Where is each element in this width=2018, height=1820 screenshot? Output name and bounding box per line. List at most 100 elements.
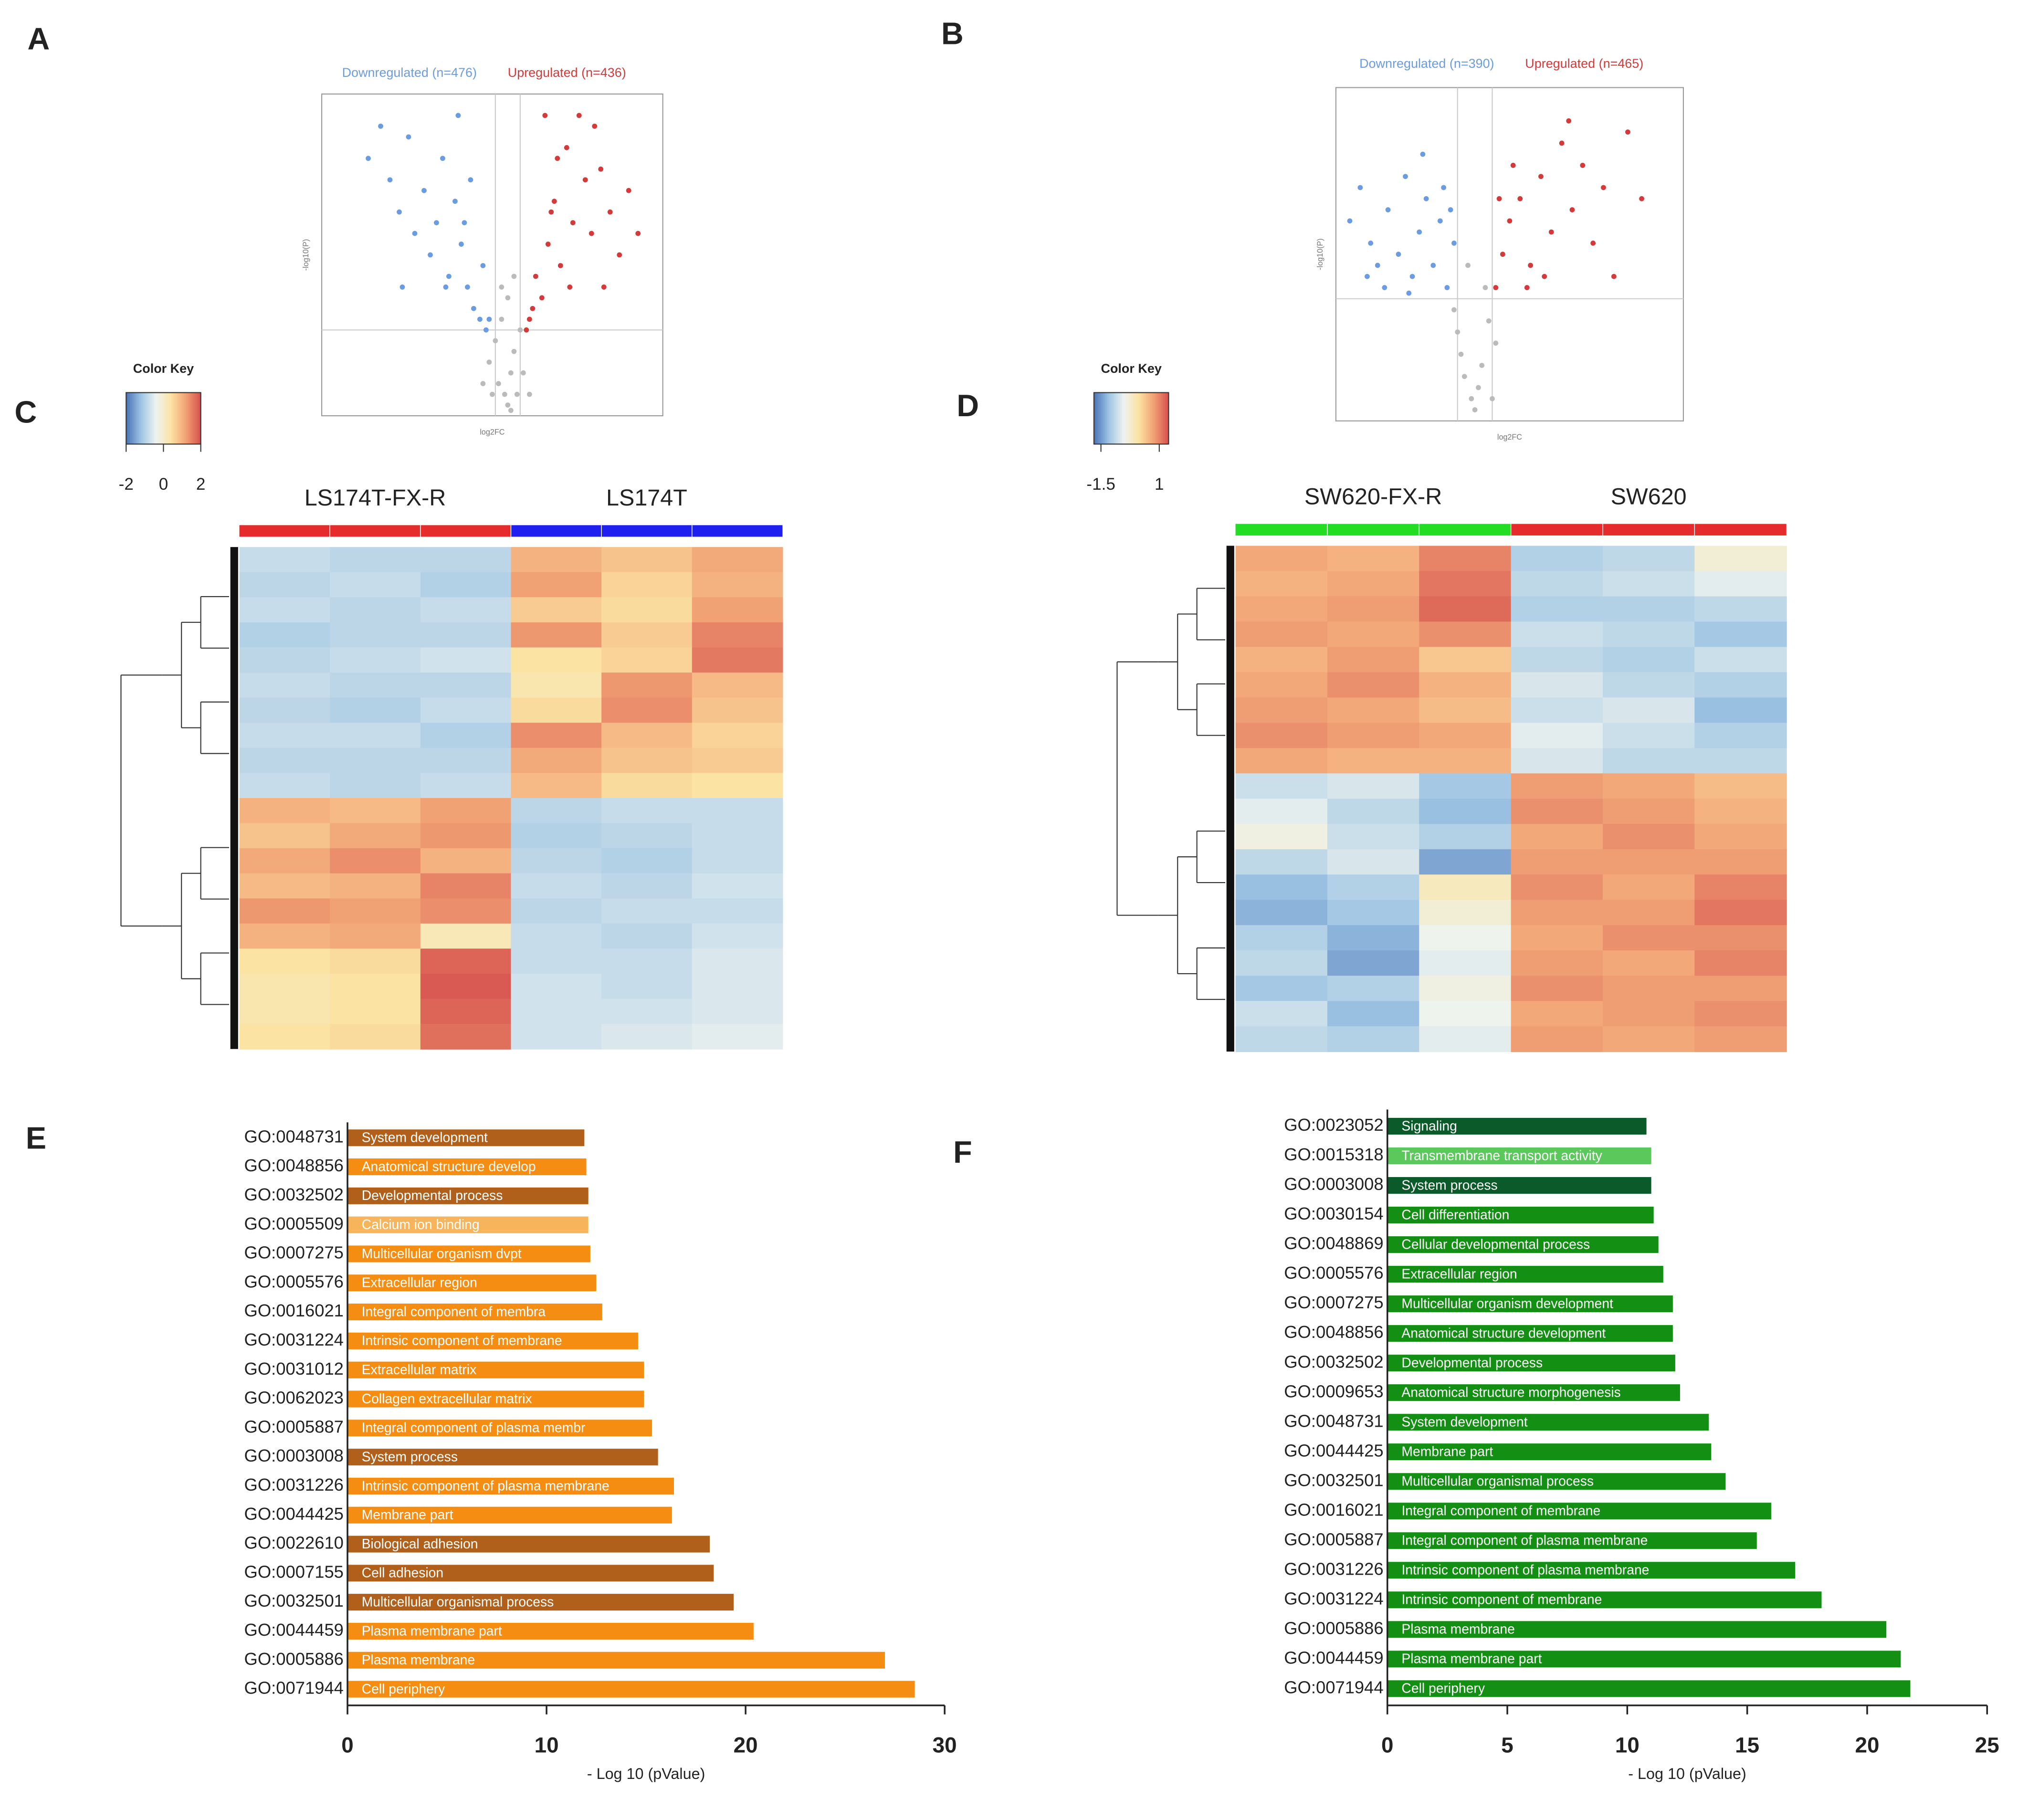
key-swatch	[152, 392, 155, 444]
key-title: Color Key	[1101, 361, 1162, 376]
y-tick-label: GO:0048856	[244, 1156, 344, 1175]
y-tick-label: GO:0005576	[244, 1272, 344, 1291]
key-swatch	[1148, 392, 1151, 444]
y-tick-label: GO:0005886	[1284, 1618, 1383, 1638]
heatmap-cell	[1511, 773, 1604, 800]
heatmap-cell	[1235, 824, 1328, 850]
heatmap-cell	[239, 823, 331, 849]
heatmap-cell	[239, 923, 331, 949]
point	[564, 145, 569, 150]
heatmap-cell	[692, 948, 783, 975]
heatmap-cell	[239, 647, 331, 673]
heatmap-cell	[511, 798, 602, 824]
bar	[347, 1506, 672, 1524]
heatmap-cell	[420, 673, 512, 698]
heatmap-cell	[692, 647, 783, 673]
heatmap-cell	[1511, 697, 1604, 724]
y-tick-label: GO:0031224	[1284, 1589, 1383, 1608]
point	[1451, 307, 1457, 313]
bar	[1387, 1295, 1673, 1313]
heatmap-cell	[1419, 799, 1512, 825]
x-axis-label: log2FC	[1497, 433, 1522, 442]
heatmap-cell	[1694, 546, 1787, 572]
key-swatch	[1095, 392, 1098, 444]
heatmap-cell	[420, 973, 512, 999]
point	[1396, 252, 1401, 257]
heatmap-cell	[511, 647, 602, 673]
point	[570, 220, 576, 225]
panel-label: A	[28, 21, 50, 56]
heatmap-cell	[692, 723, 783, 748]
key-frame	[1093, 392, 1169, 445]
key-swatch	[1097, 392, 1100, 444]
heatmap-cell	[1419, 621, 1512, 648]
point	[1451, 240, 1457, 246]
heatmap-cell	[601, 898, 693, 924]
heatmap-cell	[420, 647, 512, 673]
heatmap-cell	[601, 1024, 693, 1050]
point	[514, 391, 520, 397]
legend-label: Upregulated (n=465)	[1525, 56, 1643, 71]
heatmap-cell	[239, 873, 331, 899]
heatmap-cell	[1602, 950, 1695, 977]
key-swatch	[1135, 392, 1137, 444]
heatmap-cell	[601, 747, 693, 774]
heatmap-cell	[1327, 621, 1420, 648]
heatmap-cell	[1235, 950, 1328, 977]
key-swatch	[143, 392, 146, 444]
y-tick-label: GO:0062023	[244, 1388, 344, 1408]
heatmap-cell	[1419, 723, 1512, 749]
bar	[347, 1332, 638, 1349]
heatmap-cell	[1419, 571, 1512, 597]
key-swatch	[191, 392, 194, 444]
bar-label: Multicellular organismal process	[1401, 1473, 1594, 1489]
heatmap-cell	[1602, 672, 1695, 698]
key-swatch	[1105, 392, 1108, 444]
bar	[347, 1216, 589, 1233]
heatmap-cell	[1419, 773, 1512, 800]
heatmap-cell	[692, 673, 783, 698]
bar-label: Multicellular organism dvpt	[362, 1246, 522, 1261]
heatmap-cell	[511, 973, 602, 999]
point	[1458, 351, 1464, 357]
bar	[1387, 1443, 1712, 1461]
heatmap-cell	[1327, 748, 1420, 774]
bar-label: Intrinsic component of membrane	[362, 1333, 562, 1348]
heatmap-cell	[601, 572, 693, 598]
point	[526, 316, 532, 322]
heatmap-cell	[1602, 697, 1695, 724]
heatmap-cell	[1694, 723, 1787, 749]
bar-label: Cellular developmental process	[1401, 1236, 1590, 1252]
heatmap-cell	[692, 999, 783, 1025]
point	[1461, 374, 1467, 379]
bar	[347, 1594, 734, 1611]
point	[533, 274, 538, 279]
heatmap-cell	[1602, 874, 1695, 901]
point	[1493, 340, 1499, 346]
key-swatch	[135, 392, 138, 444]
heatmap-cell	[1511, 824, 1604, 850]
heatmap-cell	[1327, 697, 1420, 724]
heatmap-cell	[1327, 824, 1420, 850]
heatmap-cell	[601, 873, 693, 899]
heatmap-cell	[511, 723, 602, 748]
heatmap-cell	[1694, 571, 1787, 597]
heatmap-cell	[239, 622, 331, 648]
group-label: SW620	[1611, 484, 1687, 509]
heatmap-cell	[601, 923, 693, 949]
heatmap-cell	[1419, 748, 1512, 774]
key-swatch	[165, 392, 168, 444]
y-tick-label: GO:0044425	[1284, 1441, 1383, 1460]
point	[1639, 196, 1644, 201]
key-swatch	[1109, 392, 1111, 444]
heatmap-cell	[1235, 799, 1328, 825]
heatmap-cell	[330, 1024, 421, 1050]
key-swatch	[1114, 392, 1117, 444]
x-tick-label: 30	[933, 1733, 957, 1757]
point	[517, 327, 523, 333]
heatmap-cell	[1235, 697, 1328, 724]
point	[465, 284, 470, 290]
y-tick-label: GO:0023052	[1284, 1115, 1383, 1135]
y-tick-label: GO:0071944	[244, 1678, 344, 1698]
